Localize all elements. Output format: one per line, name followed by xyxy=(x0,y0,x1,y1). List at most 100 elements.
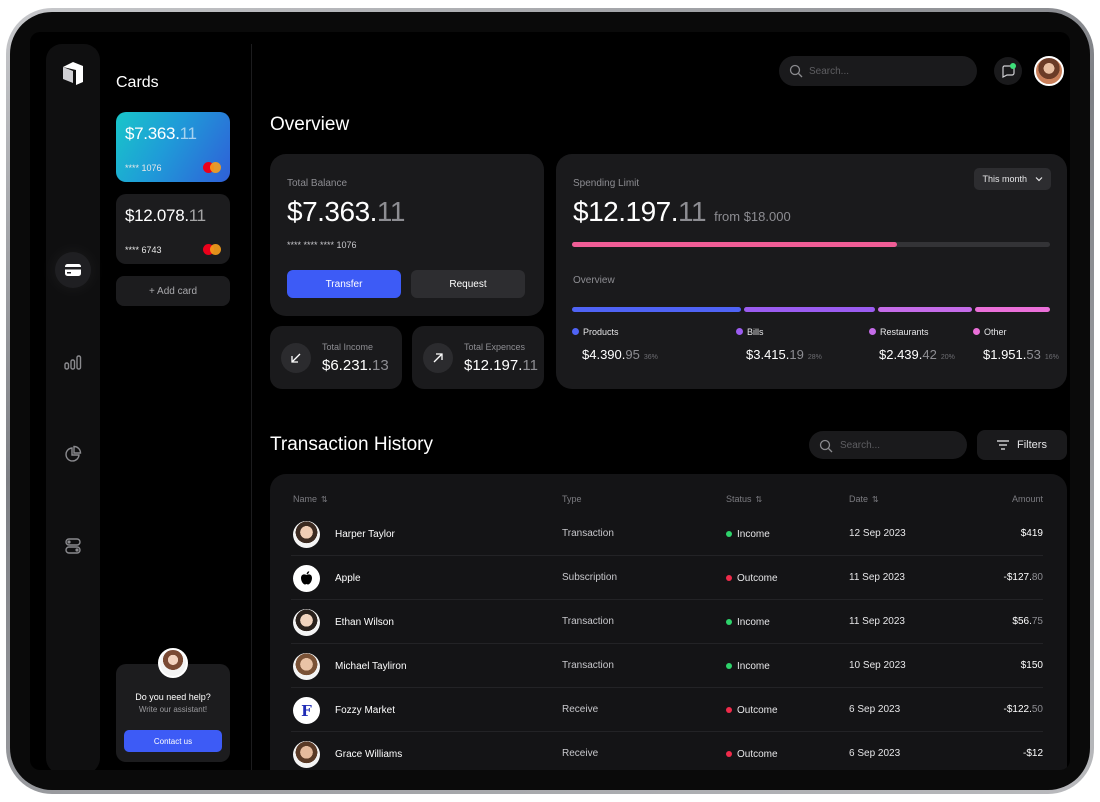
add-card-button[interactable]: + Add card xyxy=(116,276,230,306)
category-value: $3.415.19 28% xyxy=(746,347,822,362)
arrow-up-right-icon xyxy=(423,343,453,373)
transactions-table: Name ⇅ Type Status ⇅ Date ⇅ Amount Harper T… xyxy=(270,474,1067,770)
card-amount: $12.078.11 xyxy=(125,206,206,225)
category-value: $4.390.95 36% xyxy=(582,347,658,362)
row-amount: -$127.80 xyxy=(1003,572,1043,583)
spending-progress-fill xyxy=(572,242,898,247)
category-name: Other xyxy=(984,326,1007,337)
toggles-icon[interactable] xyxy=(55,528,91,564)
table-row[interactable]: F Fozzy Market Receive Outcome 6 Sep 2023 -$1… xyxy=(291,688,1043,732)
search-placeholder: Search... xyxy=(809,65,850,77)
row-amount: -$122.50 xyxy=(1003,704,1043,715)
card-primary[interactable]: $7.363.11 **** 1076 xyxy=(116,112,230,182)
category-percent: 28% xyxy=(807,354,822,361)
row-amount: -$12 xyxy=(1022,748,1043,759)
spending-label: Spending Limit xyxy=(573,178,640,189)
period-dropdown[interactable]: This month xyxy=(974,168,1051,190)
category-dot xyxy=(572,328,579,336)
transfer-button[interactable]: Transfer xyxy=(287,270,401,298)
mastercard-icon xyxy=(203,162,221,173)
balance-panel: Total Balance $7.363.11 **** **** **** 1… xyxy=(270,154,544,316)
spending-from: from $18.000 xyxy=(714,209,791,224)
notification-dot xyxy=(1010,63,1016,69)
apple-logo-icon xyxy=(293,565,320,592)
filters-button[interactable]: Filters xyxy=(977,430,1067,460)
table-row[interactable]: Apple Subscription Outcome 11 Sep 2023 -$127… xyxy=(291,556,1043,600)
spending-amount-row: $12.197.11 from $18.000 xyxy=(573,196,791,228)
person-avatar xyxy=(293,609,320,636)
row-status: Outcome xyxy=(726,749,778,760)
person-avatar xyxy=(293,741,320,768)
category-value: $1.951.53 16% xyxy=(983,347,1059,362)
row-type: Receive xyxy=(562,748,599,759)
category-segment xyxy=(974,307,1050,312)
search-input[interactable]: Search... xyxy=(779,56,977,86)
chart-bars-icon[interactable] xyxy=(55,344,91,380)
row-name: Fozzy Market xyxy=(335,705,396,716)
balance-amount: $7.363.11 xyxy=(287,196,406,227)
table-row[interactable]: Michael Tayliron Transaction Income 10 Sep … xyxy=(291,644,1043,688)
filter-icon xyxy=(997,440,1010,450)
filters-label: Filters xyxy=(1017,439,1047,451)
sort-icon: ⇅ xyxy=(755,495,763,504)
spending-progress-track xyxy=(572,242,1050,247)
row-status: Income xyxy=(726,617,770,628)
mastercard-icon xyxy=(203,244,221,255)
category-item: Bills $3.415.19 28% xyxy=(736,323,822,362)
transactions-title: Transaction History xyxy=(270,434,433,455)
icon-rail xyxy=(46,44,100,770)
category-dot xyxy=(973,328,980,336)
category-item: Products $4.390.95 36% xyxy=(572,323,658,362)
sort-icon: ⇅ xyxy=(321,495,328,504)
header-date[interactable]: Date ⇅ xyxy=(849,494,879,504)
row-status: Outcome xyxy=(726,705,778,716)
notifications-button[interactable] xyxy=(994,57,1022,85)
table-row[interactable]: Ethan Wilson Transaction Income 11 Sep 2023… xyxy=(291,600,1043,644)
status-dot xyxy=(726,751,732,758)
status-dot xyxy=(726,575,732,582)
card-icon[interactable] xyxy=(55,252,91,288)
expenses-label: Total Expences xyxy=(464,342,526,352)
help-title: Do you need help? xyxy=(135,692,211,702)
search-placeholder: Search... xyxy=(840,439,881,451)
row-date: 12 Sep 2023 xyxy=(849,528,906,539)
user-avatar[interactable] xyxy=(1034,56,1064,86)
contact-us-button[interactable]: Contact us xyxy=(124,730,222,752)
pie-chart-icon[interactable] xyxy=(55,436,91,472)
row-type: Subscription xyxy=(562,572,618,583)
category-segment xyxy=(572,307,741,312)
row-amount: $150 xyxy=(1020,660,1043,671)
row-amount: $56.75 xyxy=(1012,616,1043,627)
category-segment xyxy=(878,307,972,312)
row-name: Grace Williams xyxy=(335,749,403,760)
card-secondary[interactable]: $12.078.11 **** 6743 xyxy=(116,194,230,264)
assistant-avatar xyxy=(158,648,188,678)
card-number: **** 1076 xyxy=(125,163,162,173)
income-label: Total Income xyxy=(322,342,374,352)
spending-limit-panel: Spending Limit $12.197.11 from $18.000 T… xyxy=(556,154,1067,389)
row-name: Apple xyxy=(335,573,361,584)
logo-icon[interactable] xyxy=(60,60,86,86)
category-percent: 20% xyxy=(940,354,955,361)
fozzy-market-logo-icon: F xyxy=(293,697,320,724)
header-type: Type xyxy=(562,494,582,504)
expenses-panel: Total Expences $12.197.11 xyxy=(412,326,544,389)
person-avatar xyxy=(293,521,320,548)
request-button[interactable]: Request xyxy=(411,270,525,298)
row-date: 10 Sep 2023 xyxy=(849,660,906,671)
transactions-search-input[interactable]: Search... xyxy=(809,431,967,459)
cards-title: Cards xyxy=(116,74,159,91)
header-name[interactable]: Name ⇅ xyxy=(293,494,328,504)
status-dot xyxy=(726,619,732,626)
table-row[interactable]: Harper Taylor Transaction Income 12 Sep 202… xyxy=(291,512,1043,556)
row-type: Transaction xyxy=(562,616,614,627)
table-row[interactable]: Grace Williams Receive Outcome 6 Sep 2023 -$… xyxy=(291,732,1043,770)
header-status[interactable]: Status ⇅ xyxy=(726,494,763,504)
chevron-down-icon xyxy=(1035,177,1043,182)
category-percent: 16% xyxy=(1044,354,1059,361)
category-percent: 36% xyxy=(643,354,658,361)
help-subtitle: Write our assistant! xyxy=(138,705,208,714)
row-name: Ethan Wilson xyxy=(335,617,394,628)
tablet-bezel: Cards $7.363.11 **** 1076 $12.078.11 ***… xyxy=(10,12,1090,790)
category-name: Bills xyxy=(747,326,764,337)
